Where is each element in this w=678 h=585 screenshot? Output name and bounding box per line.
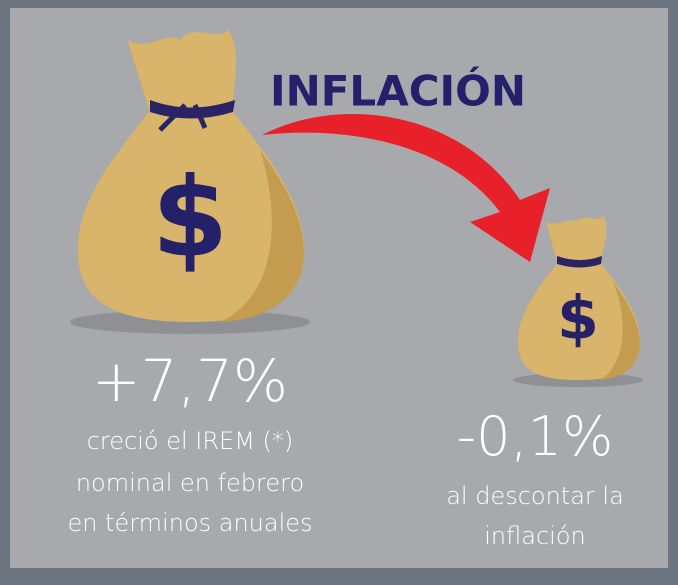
left-description: nominal en febrero [76,469,304,497]
left-value: +7,7% [92,347,288,415]
right-description: inflación [484,522,585,550]
left-description: en términos anuales [67,509,312,537]
money-bag-small: $ [513,216,643,387]
left-description: creció el IREM (*) [87,427,294,455]
right-description: al descontar la [446,482,624,510]
right-value: -0,1% [457,405,614,468]
title: INFLACIÓN [270,66,526,116]
arrow [262,114,550,262]
currency-symbol: $ [557,284,599,354]
currency-symbol: $ [152,153,229,281]
money-bag-large: $ [70,30,310,334]
